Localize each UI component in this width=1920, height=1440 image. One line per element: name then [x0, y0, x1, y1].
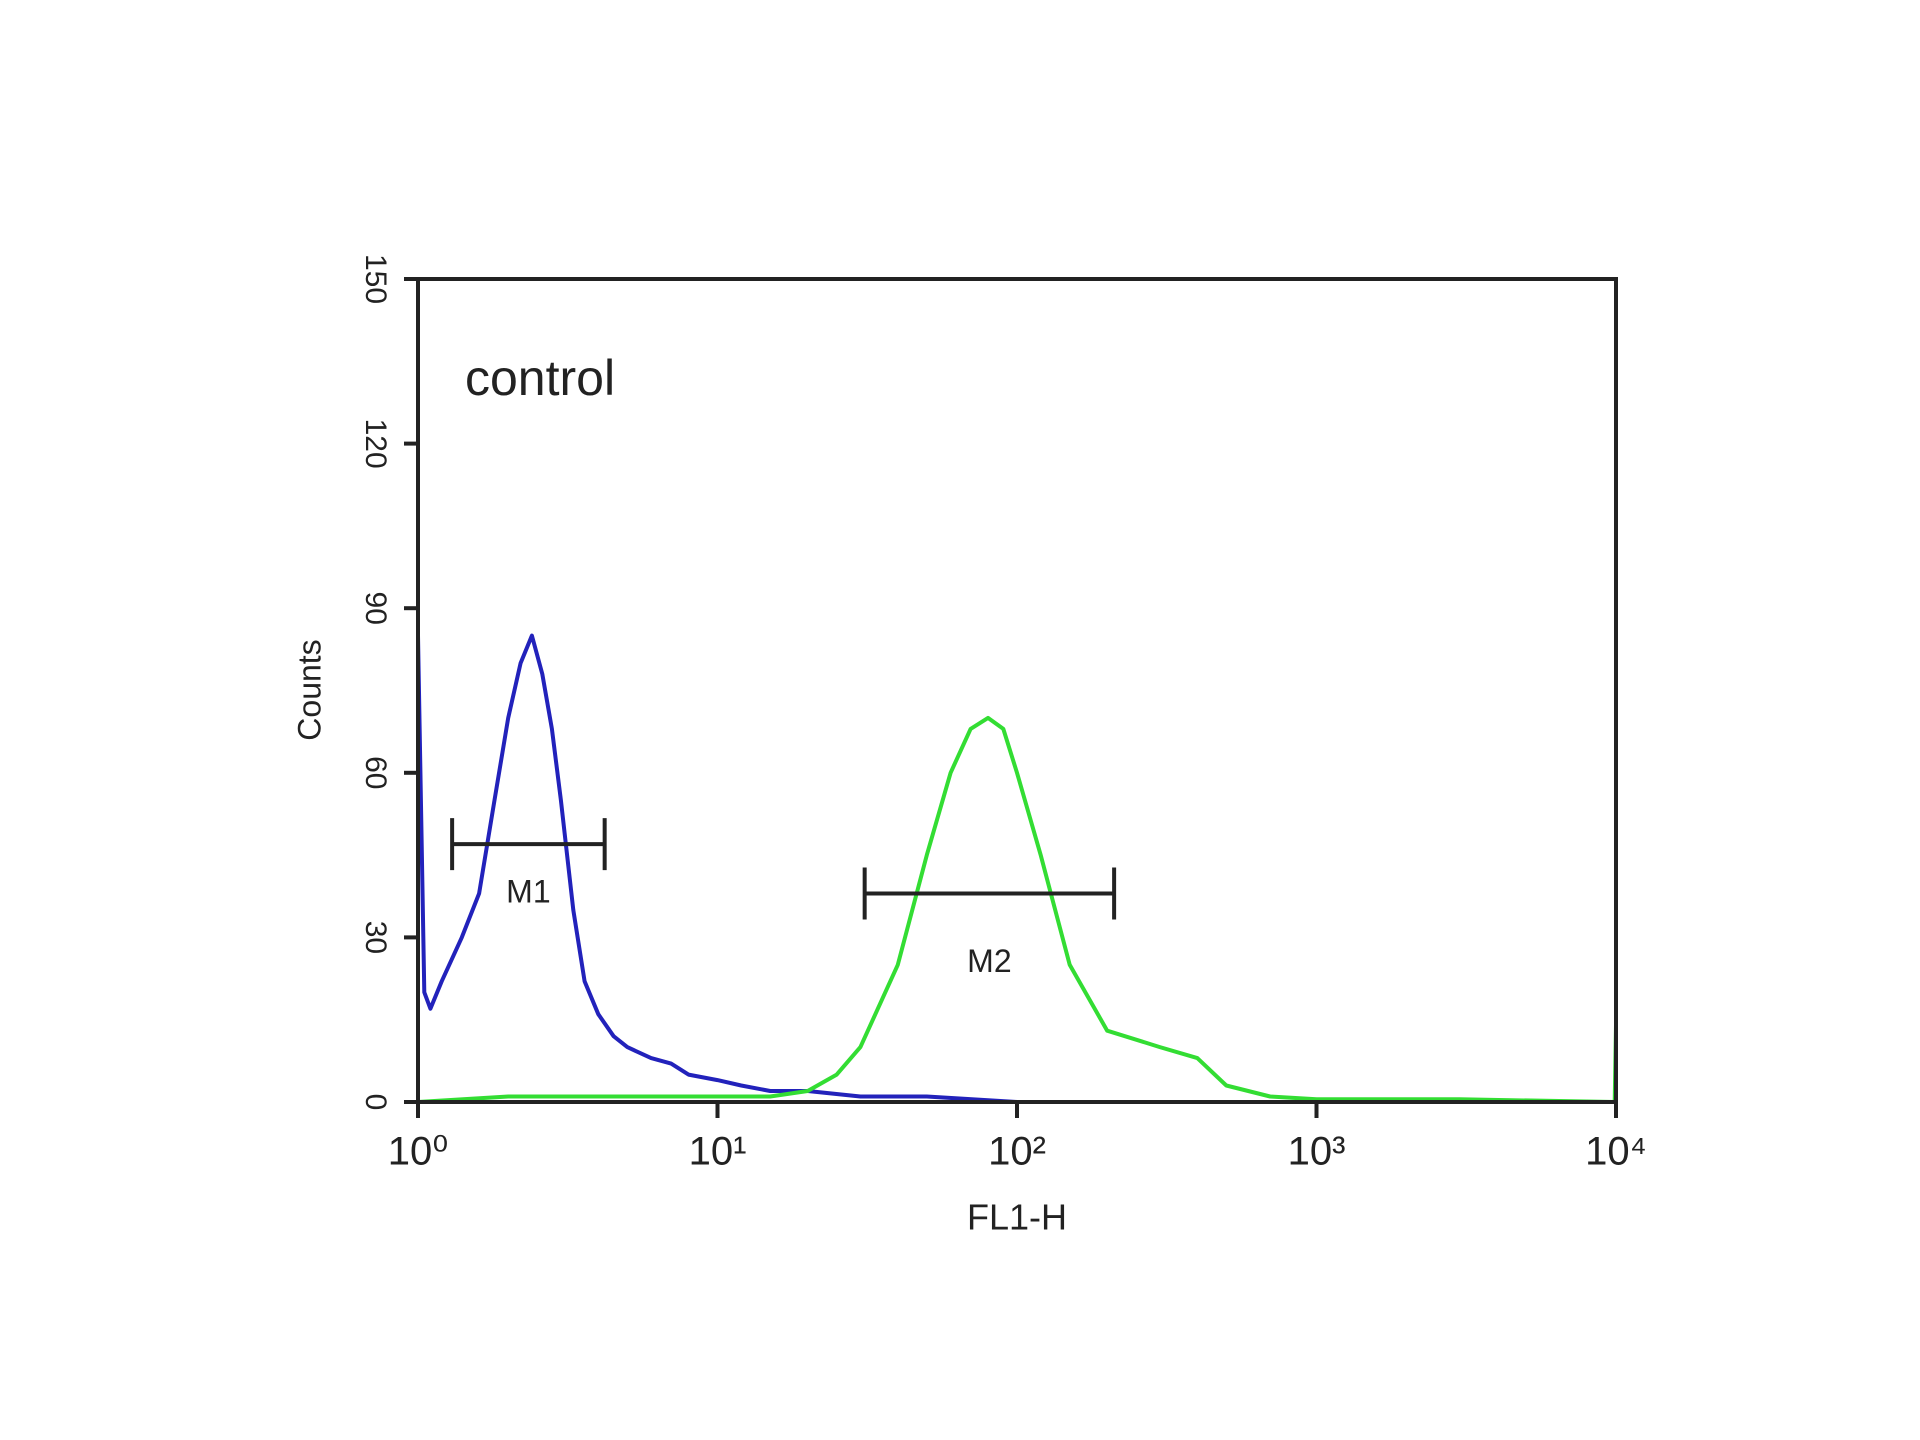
plot-frame — [416, 277, 1618, 1104]
marker-label: M2 — [967, 943, 1011, 979]
y-tick-label: 90 — [359, 592, 392, 625]
y-tick-label: 60 — [359, 756, 392, 789]
x-tick-label: 10¹ — [689, 1130, 747, 1174]
x-axis-label: FL1-H — [967, 1197, 1067, 1238]
x-tick-label: 10³ — [1288, 1130, 1346, 1174]
y-tick-label: 150 — [359, 254, 392, 304]
y-tick-label: 30 — [359, 921, 392, 954]
x-tick-label: 10² — [988, 1130, 1046, 1174]
y-tick-label: 120 — [359, 419, 392, 469]
y-axis-label: Counts — [291, 639, 327, 740]
x-tick-label: 10⁴ — [1585, 1130, 1647, 1174]
series-line — [417, 715, 1618, 1104]
annotation: control — [465, 350, 615, 406]
series-line — [416, 633, 1616, 1104]
marker-label: M1 — [506, 874, 550, 910]
x-tick-label: 10⁰ — [388, 1130, 449, 1174]
y-tick-label: 0 — [359, 1094, 392, 1111]
